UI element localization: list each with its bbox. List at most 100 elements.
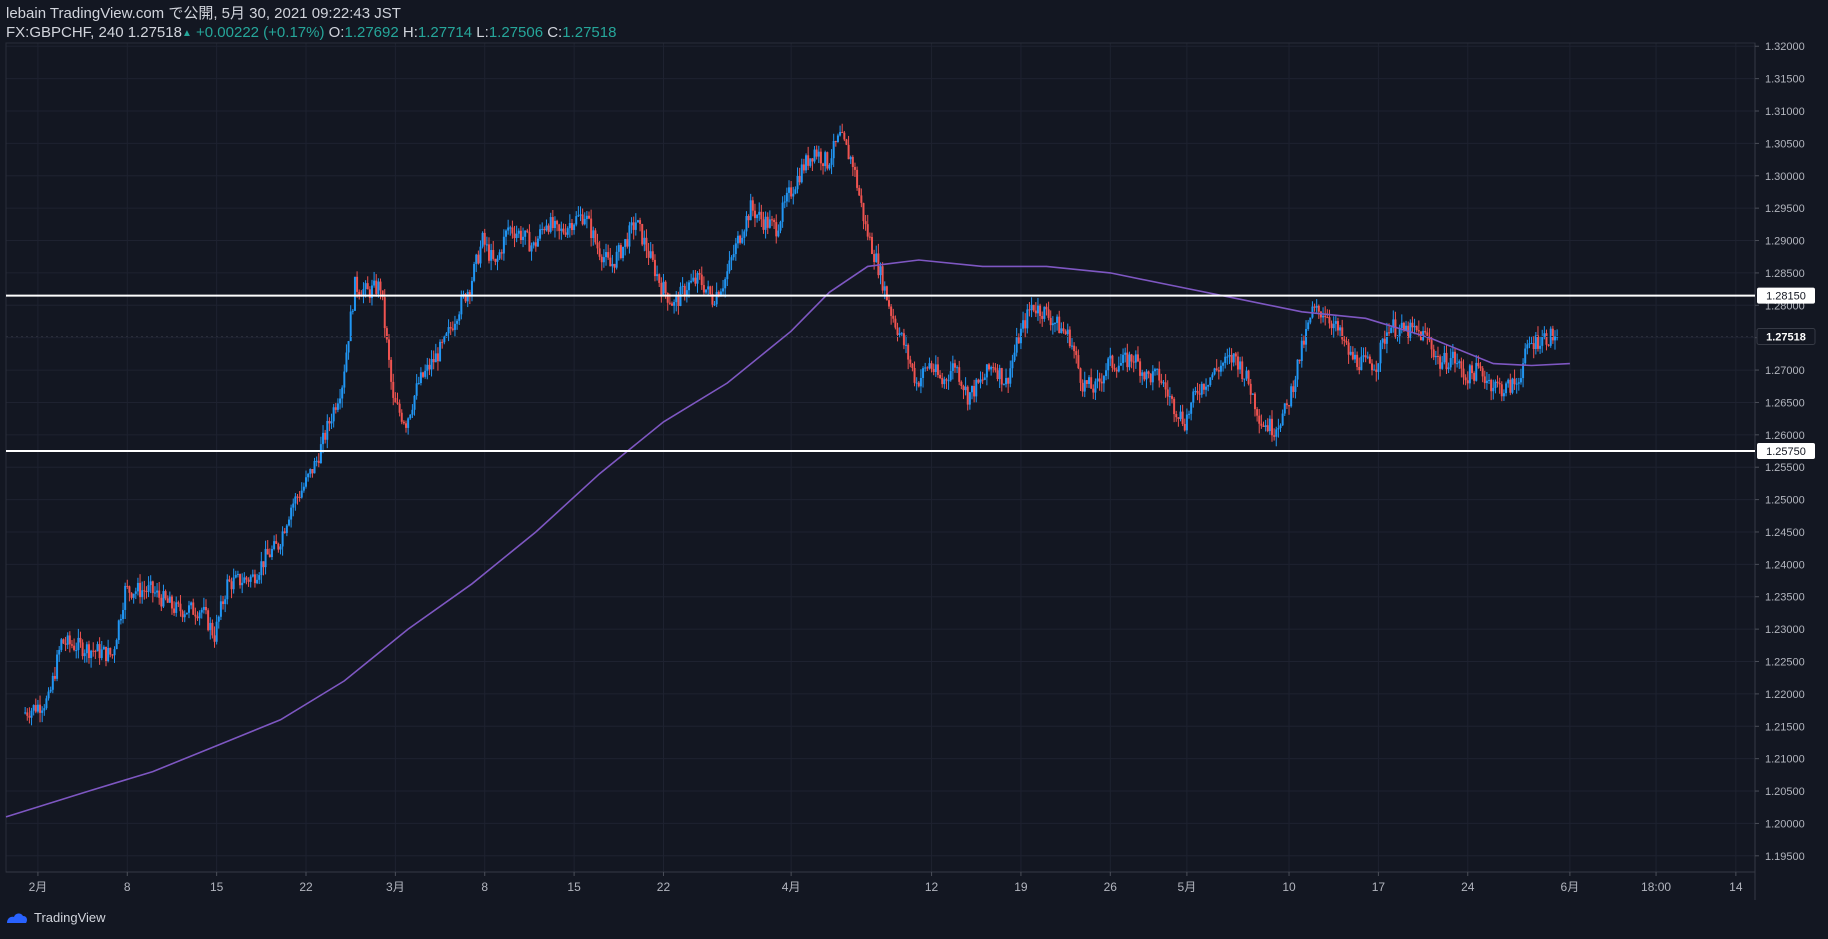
candle-body [1271, 418, 1274, 436]
candle-body [619, 245, 622, 259]
candle-body [66, 635, 69, 645]
time-tick-label: 10 [1282, 880, 1296, 894]
candle-body [1198, 393, 1201, 395]
candle-body [668, 302, 671, 304]
candle-body [964, 386, 967, 391]
candle-body [256, 579, 259, 584]
change-value: +0.00222 (+0.17%) [196, 24, 325, 41]
price-chart[interactable]: 1.19500 1.20000 1.20500 1.21000 1.21500 1.220… [0, 0, 1828, 900]
candle-body [764, 216, 767, 230]
candle-body [1358, 366, 1361, 371]
candle-body [1341, 327, 1344, 340]
candle-body [230, 581, 233, 590]
candle-body [328, 420, 331, 424]
candle-body [922, 368, 925, 378]
candle-body [530, 245, 533, 252]
candle-body [1168, 396, 1171, 398]
candle-body [436, 353, 439, 362]
candle-body [51, 675, 54, 690]
candle-body [945, 379, 948, 381]
candle-body [1173, 398, 1176, 415]
candle-body [941, 377, 944, 385]
candle-body [1043, 306, 1046, 319]
candle-body [1196, 390, 1199, 394]
candle-body [30, 710, 33, 718]
candle-body [273, 541, 276, 550]
candle-body [1534, 335, 1537, 350]
candle-body [494, 258, 497, 262]
candle-body [868, 236, 871, 238]
candle-body [1543, 333, 1546, 337]
horizontal-levels[interactable] [6, 294, 1755, 453]
candle-body [1443, 352, 1446, 363]
candle-body [1430, 340, 1433, 350]
price-tick-label: 1.24500 [1765, 527, 1805, 539]
candle-body [588, 215, 590, 219]
candle-body [217, 616, 220, 622]
candle-body [826, 152, 829, 169]
candle-body [158, 590, 161, 598]
candle-body [341, 387, 344, 399]
candle-body [1009, 368, 1012, 384]
candle-body [632, 222, 635, 230]
candle-body [487, 244, 490, 261]
candle-body [502, 236, 505, 254]
candle-body [422, 372, 425, 377]
candle-body [402, 421, 405, 424]
candle-body [313, 460, 316, 474]
candle-body [1288, 405, 1291, 407]
candle-body [1296, 359, 1299, 380]
close-label: C: [547, 24, 563, 41]
candle-body [1322, 315, 1325, 318]
candle-body [970, 386, 973, 393]
candle-body [741, 237, 744, 243]
time-axis[interactable]: 2月 8 15 22 3月 8 15 22 4月 12 19 26 5月 10 17 24 6月 18:00 14 [29, 872, 1743, 894]
candle-body [379, 281, 382, 291]
candle-body [258, 575, 261, 580]
brand-label[interactable]: TradingView [34, 910, 106, 925]
candle-body [477, 254, 480, 264]
candle-body [413, 395, 416, 410]
candle-body [1311, 306, 1314, 318]
candle-body [909, 359, 912, 364]
candle-body [1519, 378, 1522, 383]
price-labels: 1.28150 1.25750 1.27518 [6, 287, 1816, 460]
candle-body [558, 224, 561, 231]
candle-body [28, 715, 31, 718]
candle-body [392, 381, 395, 398]
candle-body [1375, 369, 1378, 372]
candle-body [756, 214, 759, 219]
candle-body [387, 339, 390, 360]
candle-body [890, 306, 893, 316]
candle-body [1392, 319, 1395, 328]
candle-body [1479, 366, 1482, 369]
candle-body [1536, 335, 1539, 349]
candle-body [749, 200, 752, 221]
candle-body [730, 257, 733, 261]
candle-body [1439, 356, 1442, 369]
candle-body [41, 710, 44, 713]
candle-body [800, 164, 803, 183]
candle-body [975, 379, 978, 397]
candle-body [653, 259, 656, 277]
candle-body [896, 327, 899, 335]
candle-body [1526, 344, 1529, 349]
candle-body [83, 653, 86, 657]
candle-body [1000, 368, 1003, 385]
candle-body [902, 333, 905, 346]
candle-body [1515, 383, 1518, 385]
candle-body [1017, 337, 1020, 344]
candle-body [694, 277, 697, 284]
candle-body [498, 252, 501, 259]
candle-body [834, 141, 837, 143]
footer: TradingView [6, 910, 106, 925]
symbol-label[interactable]: FX:GBPCHF, 240 [6, 24, 124, 41]
candle-body [573, 224, 576, 231]
moving-average-line[interactable] [5, 259, 1570, 818]
candle-body [56, 654, 59, 679]
candle-body [1360, 356, 1363, 371]
candle-body [1194, 390, 1197, 392]
candle-body [1079, 368, 1082, 383]
candle-body [1262, 425, 1265, 427]
candle-body [1383, 338, 1386, 344]
